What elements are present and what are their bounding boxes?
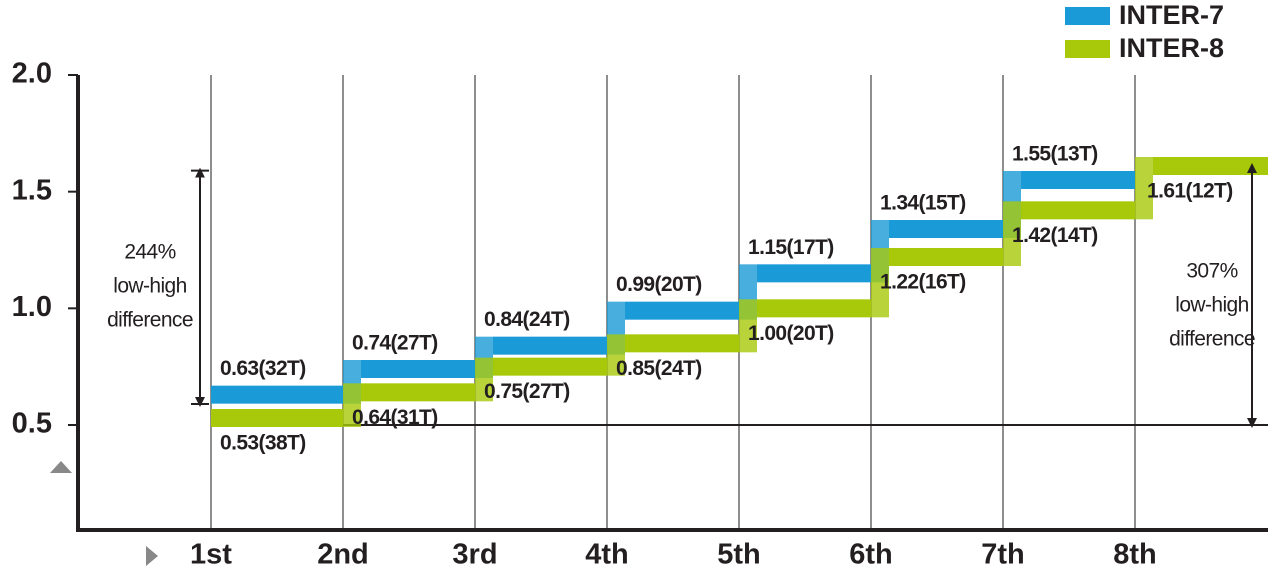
step-bar (493, 336, 607, 355)
value-label: 1.00(20T) (748, 322, 834, 345)
value-label: 0.64(31T) (352, 406, 438, 429)
step-bar (493, 357, 607, 376)
annotation-text: low-high (113, 275, 186, 298)
value-label: 1.42(14T) (1012, 224, 1098, 247)
value-label: 1.22(16T) (880, 271, 966, 294)
step-bar (361, 360, 475, 378)
x-tick-label: 3rd (452, 539, 497, 571)
value-label: 0.63(32T) (220, 357, 306, 380)
step-riser (1003, 201, 1021, 266)
step-riser (343, 383, 361, 427)
x-tick-label: 7th (981, 539, 1025, 571)
value-label: 0.53(38T) (220, 432, 306, 455)
step-riser (607, 334, 625, 376)
x-tick-label: 8th (1113, 539, 1157, 571)
value-label: 0.99(20T) (616, 273, 702, 296)
value-label: 1.34(15T) (880, 192, 966, 215)
step-bar (757, 299, 871, 318)
step-bar (211, 409, 343, 427)
value-label: 1.55(13T) (1012, 143, 1098, 166)
step-riser (475, 357, 493, 402)
legend-label: INTER-8 (1119, 33, 1224, 63)
legend-swatch (1065, 7, 1110, 25)
y-tick-label: 0.5 (12, 408, 52, 440)
annotation-text: low-high (1175, 294, 1248, 317)
x-tick-label: 1st (190, 539, 232, 571)
x-tick-label: 6th (849, 539, 893, 571)
step-bar (1021, 201, 1135, 220)
axis-marker (146, 546, 158, 566)
x-tick-label: 4th (585, 539, 629, 571)
annotation-text: difference (107, 309, 193, 332)
step-riser (1135, 157, 1153, 220)
annotation-text: difference (1169, 328, 1255, 351)
x-tick-label: 5th (717, 539, 761, 571)
step-bar (889, 220, 1003, 238)
legend-swatch (1065, 40, 1110, 58)
value-label: 0.75(27T) (484, 380, 570, 403)
legend-label: INTER-7 (1119, 0, 1224, 30)
x-tick-label: 2nd (317, 539, 369, 571)
step-bar (211, 385, 343, 404)
step-bar (625, 301, 739, 320)
y-tick-label: 1.5 (12, 174, 52, 206)
y-tick-label: 1.0 (12, 291, 52, 323)
value-label: 0.84(24T) (484, 308, 570, 331)
annotation-text: 307% (1186, 260, 1237, 283)
step-bar (757, 264, 871, 283)
annotation-text: 244% (124, 241, 175, 264)
value-label: 1.61(12T) (1147, 180, 1233, 203)
step-bar (1021, 171, 1135, 189)
value-label: 1.15(17T) (748, 236, 834, 259)
step-bar (889, 248, 1003, 266)
step-bar (625, 334, 739, 353)
axis-marker (50, 461, 72, 473)
step-bar (1153, 157, 1268, 175)
step-riser (871, 248, 889, 318)
step-riser (739, 299, 757, 353)
value-label: 0.74(27T) (352, 332, 438, 355)
y-tick-label: 2.0 (12, 58, 52, 90)
value-label: 0.85(24T) (616, 357, 702, 380)
step-bar (361, 383, 475, 402)
